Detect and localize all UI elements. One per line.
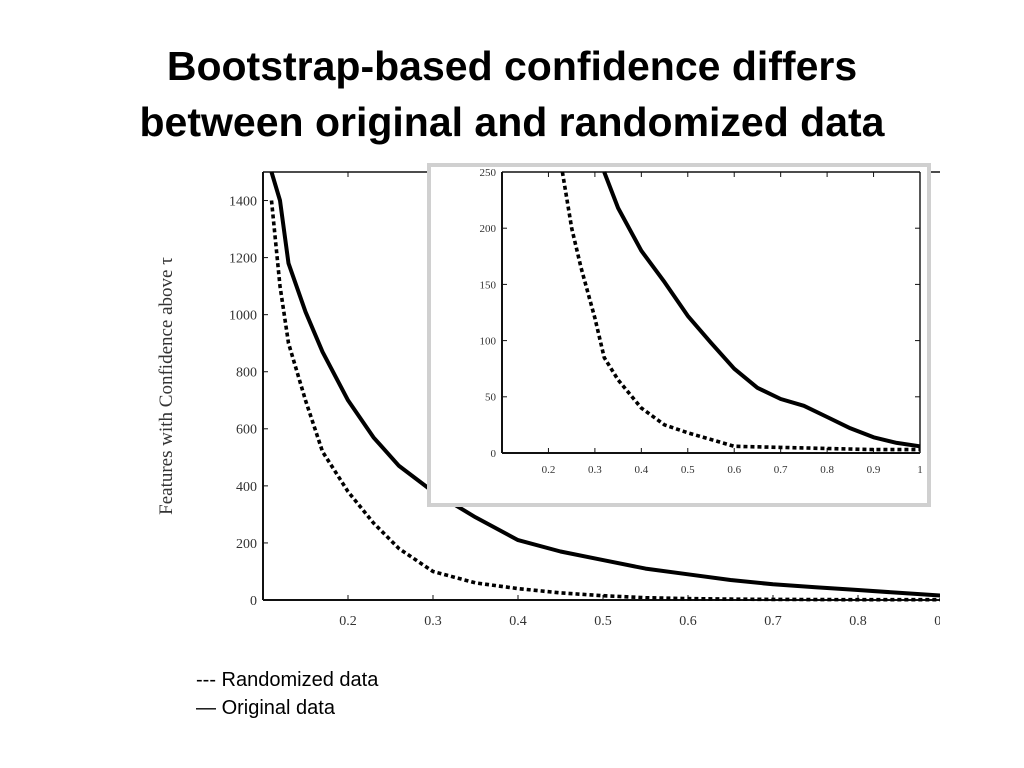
inset-y-tick-label: 0 — [491, 448, 497, 460]
main-y-tick-label: 800 — [236, 366, 257, 381]
inset-series-group — [560, 171, 921, 452]
main-y-tick-label: 600 — [236, 423, 257, 438]
main-x-tick-label: 0.5 — [594, 614, 612, 629]
chart-legend: --- Randomized data — Original data — [196, 666, 378, 722]
inset-y-tick-label: 250 — [480, 167, 497, 179]
main-x-tick-label: 0.7 — [764, 614, 782, 629]
inset-x-tick-label: 0.4 — [634, 464, 648, 476]
main-y-tick-label: 1400 — [229, 194, 257, 209]
inset-x-tick-label: 0.5 — [681, 464, 695, 476]
inset-x-tick-label: 0.8 — [820, 464, 834, 476]
main-series-group — [269, 171, 1024, 602]
inset-y-tick-label: 200 — [480, 223, 497, 235]
main-series-randomized — [269, 200, 1024, 602]
inset-y-tick-label: 100 — [480, 335, 497, 347]
inset-series-randomized — [560, 171, 920, 452]
main-series-original — [269, 171, 1024, 601]
legend-item-original: — Original data — [196, 694, 378, 722]
legend-randomized-label: Randomized data — [221, 669, 379, 691]
main-x-tick-label: 0.2 — [339, 614, 357, 629]
main-y-tick-label: 0 — [250, 594, 257, 609]
slide-title-line-1: Bootstrap-based confidence differs — [166, 43, 858, 89]
inset-x-tick-label: 0.2 — [542, 464, 556, 476]
inset-x-tick-label: 0.3 — [588, 464, 602, 476]
inset-x-tick-label: 0.9 — [867, 464, 881, 476]
slide-title: Bootstrap-based confidence differs betwe… — [0, 38, 1024, 150]
main-x-tick-label: 0.6 — [679, 614, 697, 629]
inset-y-tick-label: 150 — [480, 279, 497, 291]
legend-original-label: Original data — [221, 697, 335, 719]
main-x-tick-label: 0.9 — [934, 614, 940, 629]
legend-item-randomized: --- Randomized data — [196, 666, 378, 694]
main-y-tick-label: 1000 — [229, 309, 257, 324]
inset-y-tick-label: 50 — [485, 392, 497, 404]
inset-x-tick-label: 1 — [917, 464, 923, 476]
inset-inset-frame — [427, 163, 931, 507]
slide-title-line-2: between original and randomized data — [139, 99, 885, 145]
main-x-tick-label: 0.3 — [424, 614, 442, 629]
inset-x-tick-label: 0.7 — [774, 464, 788, 476]
inset-series-original — [602, 171, 921, 449]
legend-original-symbol: — — [196, 697, 216, 719]
chart-canvas: 0.2 0.3 0.4 0.5 0.6 0.7 0.8 0.9 1 0 200 400 600 800 10… — [156, 163, 1024, 629]
main-y-tick-label: 1200 — [229, 252, 257, 267]
main-y-tick-label: 200 — [236, 537, 257, 552]
chart-figure: 0.2 0.3 0.4 0.5 0.6 0.7 0.8 0.9 1 0 200 400 600 800 10… — [150, 160, 1024, 645]
main-x-tick-label: 0.8 — [849, 614, 867, 629]
main-y-axis-label: Features with Confidence above τ — [156, 257, 177, 515]
main-y-tick-label: 400 — [236, 480, 257, 495]
inset-x-tick-label: 0.6 — [727, 464, 741, 476]
legend-randomized-symbol: --- — [196, 669, 216, 691]
main-x-tick-label: 0.4 — [509, 614, 527, 629]
